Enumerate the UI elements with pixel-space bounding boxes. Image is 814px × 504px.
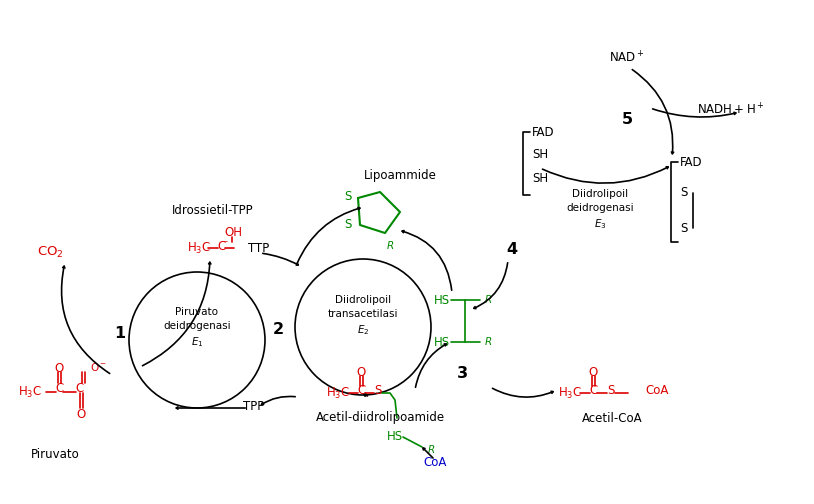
- Text: R: R: [485, 295, 492, 305]
- Text: C: C: [56, 382, 64, 395]
- Text: Idrossietil-TPP: Idrossietil-TPP: [173, 204, 254, 217]
- Text: R: R: [428, 445, 435, 455]
- Text: 4: 4: [506, 242, 518, 258]
- Text: Acetil-diidrolipoamide: Acetil-diidrolipoamide: [316, 410, 444, 423]
- Text: Diidrolipoil
deidrogenasi
$E_3$: Diidrolipoil deidrogenasi $E_3$: [567, 188, 634, 231]
- Text: R: R: [387, 241, 394, 251]
- Text: 3: 3: [457, 365, 467, 381]
- Text: $\mathregular{NADH + H^+}$: $\mathregular{NADH + H^+}$: [698, 102, 765, 117]
- Text: Lipoammide: Lipoammide: [364, 168, 436, 181]
- Text: HS: HS: [434, 336, 450, 348]
- Text: CoA: CoA: [645, 384, 668, 397]
- Text: OH: OH: [224, 225, 242, 238]
- Text: TTP: TTP: [248, 241, 269, 255]
- Text: O: O: [589, 365, 597, 379]
- Text: $\mathregular{O^-}$: $\mathregular{O^-}$: [90, 361, 107, 373]
- Text: 1: 1: [115, 326, 125, 341]
- Text: S: S: [374, 384, 382, 397]
- Text: C: C: [218, 239, 226, 253]
- Text: S: S: [344, 219, 352, 231]
- Text: $\mathregular{H_3C}$: $\mathregular{H_3C}$: [18, 385, 42, 400]
- Text: Piruvato
deidrogenasi
$E_1$: Piruvato deidrogenasi $E_1$: [163, 306, 231, 349]
- Text: $\mathregular{NAD^+}$: $\mathregular{NAD^+}$: [609, 50, 645, 66]
- Text: S: S: [607, 384, 615, 397]
- Text: SH: SH: [532, 149, 548, 161]
- Text: O: O: [77, 408, 85, 420]
- Text: O: O: [357, 365, 365, 379]
- Text: R: R: [485, 337, 492, 347]
- Text: Piruvato: Piruvato: [31, 449, 80, 462]
- Text: O: O: [55, 361, 63, 374]
- Text: HS: HS: [434, 293, 450, 306]
- Text: S: S: [680, 221, 687, 234]
- Text: C: C: [358, 384, 366, 397]
- Text: FAD: FAD: [532, 127, 554, 140]
- Text: C: C: [590, 384, 598, 397]
- Text: S: S: [680, 186, 687, 200]
- Text: Acetil-CoA: Acetil-CoA: [582, 411, 642, 424]
- Text: $\mathregular{H_3C}$: $\mathregular{H_3C}$: [187, 240, 211, 256]
- Text: FAD: FAD: [680, 157, 702, 169]
- Text: S: S: [344, 190, 352, 203]
- Text: $\mathregular{H_3C}$: $\mathregular{H_3C}$: [558, 386, 582, 401]
- Text: TPP: TPP: [243, 401, 265, 413]
- Text: $\mathregular{CO_2}$: $\mathregular{CO_2}$: [37, 244, 63, 260]
- Text: $^-$: $^-$: [221, 237, 229, 246]
- Text: C: C: [76, 382, 84, 395]
- Text: CoA: CoA: [423, 457, 447, 470]
- Text: 5: 5: [621, 112, 632, 128]
- Text: HS: HS: [387, 430, 403, 444]
- Text: Diidrolipoil
transacetilasi
$E_2$: Diidrolipoil transacetilasi $E_2$: [328, 295, 398, 337]
- Text: SH: SH: [532, 171, 548, 184]
- Text: $\mathregular{H_3C}$: $\mathregular{H_3C}$: [326, 386, 350, 401]
- Text: 2: 2: [273, 323, 283, 338]
